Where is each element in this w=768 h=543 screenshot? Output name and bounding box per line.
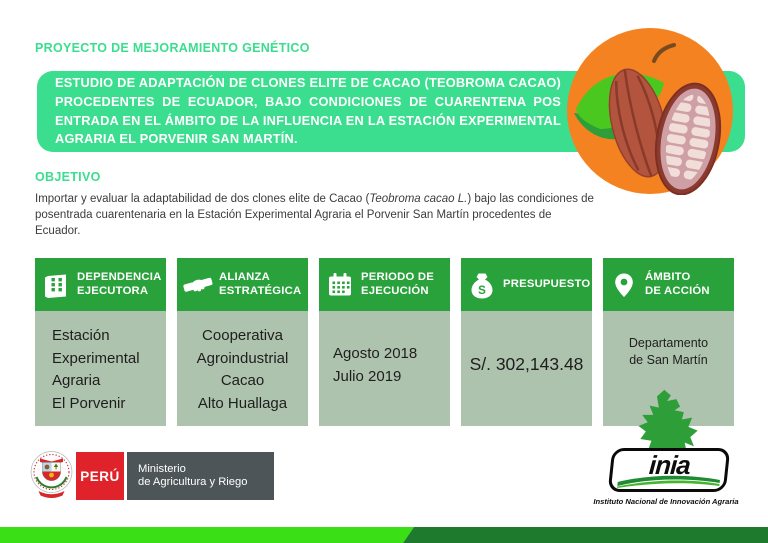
inia-swoosh-icon [617,475,720,488]
peru-label: PERÚ [80,468,120,484]
column-ambito-accion: ÁMBITO DE ACCIÓN Departamento de San Mar… [603,258,734,463]
column-header-label: ALIANZA ESTRATÉGICA [219,271,302,297]
column-header: PERIODO DE EJECUCIÓN [319,258,450,311]
location-pin-icon [615,273,633,297]
stem [652,43,676,63]
column-value: Departamento de San Martín [603,311,734,463]
cacao-pod-whole [608,68,668,178]
handshake-icon [183,277,213,292]
column-header: DEPENDENCIA EJECUTORA [35,258,166,311]
column-header-label: DEPENDENCIA EJECUTORA [77,271,162,297]
objective-paragraph: Importar y evaluar la adaptabilidad de d… [35,191,599,239]
column-periodo-ejecucion: PERIODO DE EJECUCIÓN Agosto 2018 Julio 2… [319,258,450,426]
inia-caption: Instituto Nacional de Innovación Agraria [593,497,739,506]
objective-heading: OBJETIVO [35,170,101,184]
cacao-illustration [567,28,733,195]
objective-text: Importar y evaluar la adaptabilidad de d… [35,193,370,205]
column-header-label: PERIODO DE EJECUCIÓN [361,271,434,297]
column-presupuesto: S PRESUPUESTO S/. 302,143.48 [461,258,592,426]
bottom-accent-bar [0,527,768,543]
building-icon [45,274,66,298]
column-header: ÁMBITO DE ACCIÓN [603,258,734,311]
sol-symbol: S [478,285,486,297]
column-header: ALIANZA ESTRATÉGICA [177,258,308,311]
cacao-pod-half [654,82,722,195]
peru-logo: PERÚ [76,452,124,500]
column-value: Cooperativa Agroindustrial Cacao Alto Hu… [177,311,308,426]
money-bag-icon: S [471,273,493,298]
column-value: S/. 302,143.48 [461,311,592,426]
column-header: S PRESUPUESTO [461,258,592,311]
objective-text-end: ) bajo las condiciones de posentrada cua… [35,193,594,237]
column-header-label: ÁMBITO DE ACCIÓN [645,271,710,297]
column-value: Estación Experimental Agraria El Porveni… [35,311,166,426]
ministry-label: Ministerio de Agricultura y Riego [138,462,248,489]
ministry-logo: Ministerio de Agricultura y Riego [127,452,274,500]
calendar-icon [329,272,351,295]
scope-label: Departamento de San Martín [628,336,709,367]
peru-coat-of-arms [30,451,73,498]
column-value: Agosto 2018 Julio 2019 [319,311,450,426]
objective-species-italic: Teobroma cacao L. [369,193,468,205]
san-martin-map-icon [637,389,698,463]
inia-logo: inia [607,448,731,492]
column-alianza-estrategica: ALIANZA ESTRATÉGICA Cooperativa Agroindu… [177,258,308,426]
column-header-label: PRESUPUESTO [503,277,591,290]
project-title-text: ESTUDIO DE ADAPTACIÓN DE CLONES ELITE DE… [55,74,561,147]
column-dependencia-ejecutora: DEPENDENCIA EJECUTORA Estación Experimen… [35,258,166,426]
page-title: PROYECTO DE MEJORAMIENTO GENÉTICO [35,41,310,55]
